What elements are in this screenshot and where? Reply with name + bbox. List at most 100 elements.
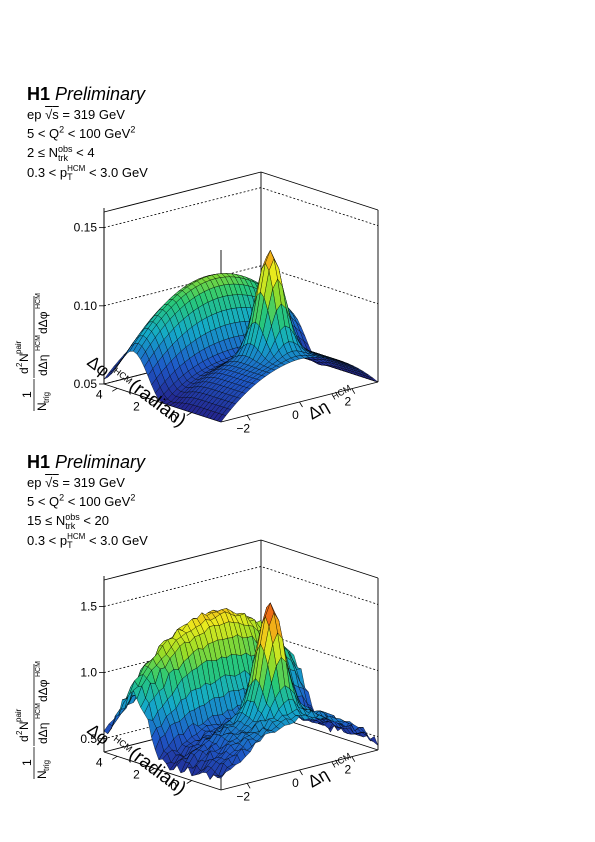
z-title-d: d <box>17 367 31 374</box>
z-title-N: N <box>17 353 31 362</box>
beam-label: ep <box>27 475 42 490</box>
q2-post: < 100 GeV <box>64 494 131 509</box>
ntrk-post: < 4 <box>72 145 95 160</box>
z-title-one: 1 <box>20 391 34 398</box>
ntrk-post: < 20 <box>79 513 110 528</box>
x-tick <box>246 783 251 789</box>
z-title-trig: trig <box>42 392 51 403</box>
pt-sub: T <box>67 172 73 183</box>
q2-line: 5 < Q2 < 100 GeV2 <box>27 124 148 143</box>
pt-sub: T <box>67 540 73 551</box>
pt-post: < 3.0 GeV <box>85 164 148 180</box>
z-title-dphi: dΔφ <box>36 679 50 702</box>
q2-exp: 2 <box>59 124 65 135</box>
z-title-N: N <box>17 721 31 730</box>
surface-cell <box>216 771 227 779</box>
surface-mesh <box>103 249 379 423</box>
box-edge <box>103 539 262 581</box>
ntrk-pre: 15 ≤ N <box>27 513 66 528</box>
ntrk-sub: trk <box>57 152 68 163</box>
chart-panel-bottom: H1 Preliminary ep √s = 319 GeV 5 < Q 2 < … <box>0 452 595 824</box>
pt-line: 0.3 < p HCM T < 3.0 GeV <box>27 163 148 183</box>
y-tick-label: 0 <box>170 780 177 794</box>
z-tick-label: 0.5 <box>80 732 97 746</box>
sqrt-label: √s <box>45 475 59 490</box>
x-axis-title: Δη <box>305 765 333 792</box>
ntrk-pre: 2 ≤ N <box>27 145 58 160</box>
z-title-trig: trig <box>42 760 51 771</box>
y-tick-label: 2 <box>133 767 140 781</box>
pt-post: < 3.0 GeV <box>85 532 148 548</box>
x-tick-label: −2 <box>236 421 250 435</box>
y-tick-label: 4 <box>96 387 103 401</box>
surface-mesh <box>103 602 379 780</box>
ntrk-sup: obs <box>57 143 73 154</box>
surface-plot-bottom: −2020240.51.01.5ΔηHCMΔφHCM(radian)1Ntrig… <box>14 539 379 803</box>
pt-sup: HCM <box>67 532 86 542</box>
x-tick-label: 2 <box>344 763 351 777</box>
pt-pre: 0.3 < p <box>27 164 68 180</box>
box-edge <box>260 539 379 579</box>
box-edge <box>260 171 379 211</box>
x-tick-label: 2 <box>344 395 351 409</box>
sqrt-s-label: s <box>52 107 59 122</box>
q2-unit-exp: 2 <box>130 124 136 135</box>
pt-sup: HCM <box>67 164 86 174</box>
z-gridline <box>103 265 379 307</box>
chart-legend-text: H1 Preliminary ep √s = 319 GeV 5 < Q 2 < … <box>27 452 148 550</box>
y-tick <box>112 387 118 392</box>
q2-pre: 5 < Q <box>27 126 60 141</box>
sqrt-s-label: s <box>52 475 59 490</box>
q2-pre: 5 < Q <box>27 494 60 509</box>
z-tick-label: 1.5 <box>80 599 97 613</box>
z-title-one: 1 <box>20 759 34 766</box>
y-tick <box>186 780 192 784</box>
z-title-n: N <box>35 770 49 779</box>
pt-pre: 0.3 < p <box>27 532 68 548</box>
x-tick <box>351 756 356 762</box>
z-title-n: N <box>35 402 49 411</box>
z-gridline <box>103 187 379 229</box>
pt-line: 0.3 < p HCM T < 3.0 GeV <box>27 531 148 551</box>
box-edge <box>103 751 222 791</box>
z-gridline <box>103 566 379 607</box>
z-tick-label: 0.05 <box>74 377 98 391</box>
sqrt-label: √s <box>45 107 59 122</box>
x-tick <box>299 401 303 408</box>
experiment-name: H1 <box>27 452 51 472</box>
z-title-pair: pair <box>14 340 23 354</box>
z-title-2: 2 <box>15 730 24 735</box>
x-tick-label: 0 <box>292 776 299 790</box>
z-title-dphi: dΔφ <box>36 311 50 334</box>
ntrk-sub: trk <box>65 520 76 531</box>
q2-post: < 100 GeV <box>64 126 131 141</box>
y-tick-label: 2 <box>133 399 140 413</box>
z-title-hcm2: HCM <box>35 293 42 309</box>
z-title-d: d <box>17 735 31 742</box>
z-title-hcm2: HCM <box>35 661 42 677</box>
z-title-deta: dΔη <box>36 723 50 744</box>
y-tick-label: 0 <box>170 412 177 426</box>
status-label: Preliminary <box>55 84 146 104</box>
experiment-label: H1 Preliminary <box>27 84 148 105</box>
x-tick <box>299 769 303 776</box>
q2-unit-exp: 2 <box>130 492 136 503</box>
z-tick-label: 0.15 <box>74 221 98 235</box>
experiment-label: H1 Preliminary <box>27 452 148 473</box>
z-title-2: 2 <box>15 362 24 367</box>
z-gridline <box>103 632 379 674</box>
z-title-hcm1: HCM <box>35 703 42 719</box>
sqrt-s-value: = 319 GeV <box>62 107 125 122</box>
z-title-pair: pair <box>14 708 23 722</box>
z-title-deta: dΔη <box>36 355 50 376</box>
y-tick <box>186 412 192 416</box>
surface-cell <box>217 414 227 423</box>
ntrk-sup: obs <box>65 511 80 522</box>
y-tick <box>112 755 118 760</box>
surface-plot-top: −2020240.050.100.15ΔηHCMΔφHCM(radian)1Nt… <box>14 171 379 435</box>
sqrt-s-value: = 319 GeV <box>62 475 125 490</box>
